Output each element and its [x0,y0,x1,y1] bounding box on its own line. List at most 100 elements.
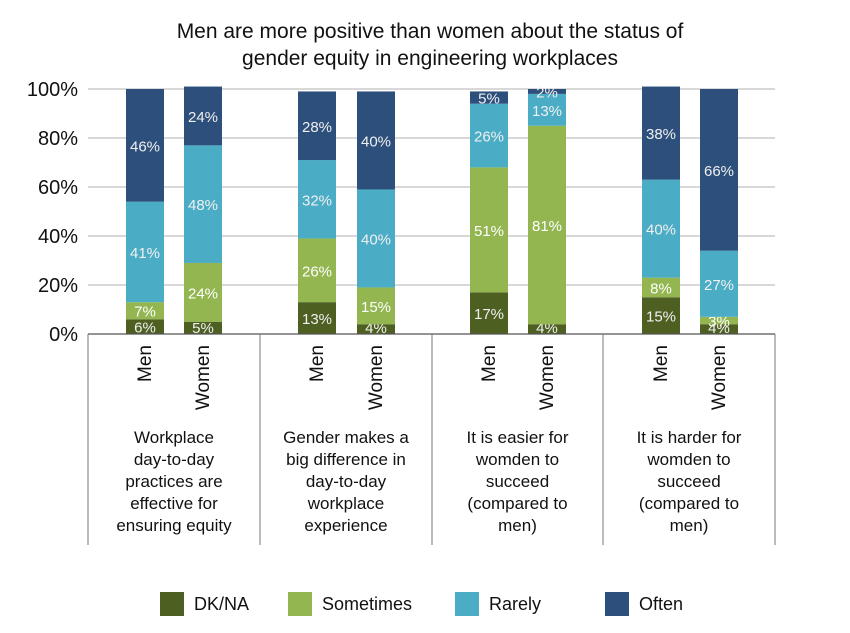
group-label-line: Workplace [134,428,214,447]
bar-segment [642,86,680,180]
bar-segment [126,319,164,334]
data-label: 51% [474,223,504,240]
bar-segment [357,91,395,190]
chart-title: Men are more positive than women about t… [100,18,760,72]
bar-segment [357,189,395,288]
bar-segment [298,160,336,239]
bar-segment [528,93,566,126]
y-tick-label: 100% [27,79,78,101]
data-label: 48% [188,197,218,214]
data-label: 28% [302,119,332,136]
bar-segment [470,103,508,168]
legend-swatch-dkna [160,592,184,616]
data-label: 26% [474,129,504,146]
group-label: Gender makes a big difference in day-to-da… [283,428,409,535]
bar-segment [528,89,566,94]
legend-swatch-sometimes [288,592,312,616]
y-tick-label: 0% [49,324,78,346]
data-label: 6% [134,320,156,337]
bar-label: Men [651,345,672,382]
y-tick-label: 60% [38,177,78,199]
group-label-line: succeed [486,472,549,491]
data-label: 41% [130,245,160,262]
data-label: 24% [188,285,218,302]
bar-segment [528,324,566,334]
chart-title-line-2: gender equity in engineering workplaces [242,47,618,70]
bar-segment [470,91,508,104]
data-label: 2% [536,84,558,101]
group-label-line: men) [498,516,537,535]
bar-label: Men [479,345,500,382]
data-label: 15% [646,309,676,326]
group-label: It is easier for womden to succeed (compare… [466,428,568,535]
group-label-line: It is easier for [466,428,568,447]
legend-swatch-rarely [455,592,479,616]
data-label: 26% [302,263,332,280]
legend-label-dkna: DK/NA [194,593,250,614]
data-label: 81% [532,218,562,235]
legend-label-rarely: Rarely [489,593,542,614]
bar-segment [184,262,222,322]
legend-item-rarely: Rarely [455,592,541,616]
data-label: 4% [708,320,730,337]
bar-segment [184,145,222,263]
data-label: 13% [532,103,562,120]
bar-segment [357,287,395,325]
data-label: 13% [302,311,332,328]
group-label-line: Gender makes a [283,428,409,447]
data-label: 15% [361,299,391,316]
bar-segment [642,297,680,334]
bar-segment [470,167,508,293]
bar-label: Women [193,345,214,410]
bar-segment [700,89,738,251]
group-label-line: day-to-day [306,472,387,491]
data-label: 8% [650,280,672,297]
bar-segment [470,292,508,334]
group-label-line: experience [304,516,387,535]
group-label-line: men) [670,516,709,535]
bar-label: Women [366,345,387,410]
data-label: 3% [708,314,730,331]
group-label-line: It is harder for [637,428,742,447]
bar-segment [528,125,566,325]
data-label: 27% [704,277,734,294]
group-label-line: workplace [307,494,385,513]
data-label: 5% [192,320,214,337]
bar-segment [700,250,738,317]
data-label: 38% [646,126,676,143]
group-label-line: ensuring equity [116,516,232,535]
bar-label: Women [537,345,558,410]
bar-segment [642,179,680,278]
data-label: 7% [134,304,156,321]
data-label: 17% [474,306,504,323]
bar-segment [298,302,336,334]
legend-swatch-often [605,592,629,616]
bar-segment [357,324,395,334]
data-label: 32% [302,192,332,209]
bar-segment [126,302,164,320]
bar-segment [184,86,222,146]
bar-segment [126,201,164,303]
bar-label: Women [709,345,730,410]
data-label: 40% [361,231,391,248]
bar-segment [298,91,336,161]
data-label: 40% [361,133,391,150]
bar-segment [700,316,738,325]
group-label-line: practices are [125,472,222,491]
bar-label: Men [135,345,156,382]
bar-segment [298,238,336,303]
bar-segment [126,89,164,202]
group-label-line: womden to [646,450,730,469]
bar-label: Men [307,345,328,382]
data-label: 66% [704,163,734,180]
legend-item-sometimes: Sometimes [288,592,412,616]
bar-segment [184,321,222,334]
y-tick-label: 80% [38,128,78,150]
group-label-line: big difference in [286,450,406,469]
data-label: 24% [188,109,218,126]
data-label: 46% [130,138,160,155]
bar-segment [700,324,738,334]
group-label-line: effective for [130,494,218,513]
